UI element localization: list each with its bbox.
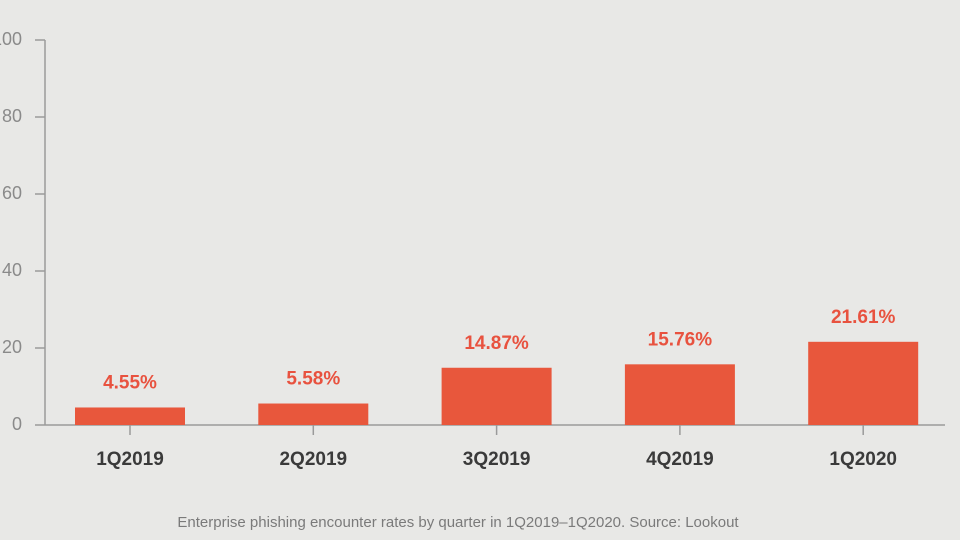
bar: [624, 364, 735, 425]
y-tick-label: 60: [2, 183, 22, 203]
bar: [258, 403, 369, 425]
value-label: 15.76%: [648, 329, 713, 350]
y-tick-label: 80: [2, 106, 22, 126]
value-label: 4.55%: [103, 372, 157, 393]
caption: Enterprise phishing encounter rates by q…: [177, 514, 739, 531]
bar: [808, 341, 919, 425]
value-label: 5.58%: [286, 369, 340, 390]
y-tick-label: 20: [2, 337, 22, 357]
bar: [441, 367, 552, 425]
x-tick-label: 1Q2020: [829, 449, 897, 470]
x-tick-label: 2Q2019: [279, 449, 347, 470]
y-tick-label: 40: [2, 260, 22, 280]
x-tick-label: 1Q2019: [96, 449, 164, 470]
value-label: 14.87%: [464, 333, 529, 354]
y-tick-label: 0: [12, 414, 22, 434]
bar: [75, 407, 185, 425]
y-tick-label: 100: [0, 29, 22, 49]
x-tick-label: 3Q2019: [463, 449, 531, 470]
x-tick-label: 4Q2019: [646, 449, 714, 470]
value-label: 21.61%: [831, 307, 896, 328]
